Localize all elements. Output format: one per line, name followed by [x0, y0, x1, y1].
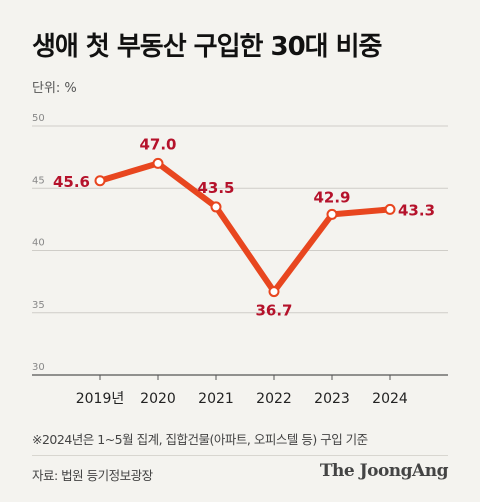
- data-point: [384, 203, 396, 215]
- data-label: 43.5: [197, 179, 234, 197]
- chart-title: 생애 첫 부동산 구입한 30대 비중: [32, 32, 382, 62]
- data-label: 43.3: [398, 201, 435, 219]
- data-point: [326, 208, 338, 220]
- y-tick-label: 50: [32, 113, 45, 124]
- source-text: 자료: 법원 등기정보광장: [32, 468, 153, 483]
- data-label: 36.7: [255, 302, 292, 320]
- x-tick-label: 2021: [198, 391, 234, 407]
- unit-label: 단위: %: [32, 81, 77, 96]
- y-tick-label: 30: [32, 362, 45, 373]
- y-tick-label: 40: [32, 238, 45, 249]
- footer-divider: [32, 455, 448, 456]
- series-line: [97, 160, 393, 295]
- line-chart: 30 35 40 45 50 2019년 2020 2021 2022 2023 2024 45.…: [32, 113, 448, 407]
- data-point: [94, 175, 106, 187]
- x-tick-label: 2023: [314, 391, 350, 407]
- data-point: [268, 286, 280, 298]
- x-tick-label: 2022: [256, 391, 292, 407]
- data-point: [152, 157, 164, 169]
- data-label: 42.9: [313, 188, 350, 206]
- footnote: ※2024년은 1~5월 집계, 집합건물(아파트, 오피스텔 등) 구입 기준: [32, 432, 368, 447]
- y-tick-label: 35: [32, 300, 45, 311]
- x-tick-label: 2019년: [76, 391, 125, 407]
- y-tick-label: 45: [32, 175, 45, 186]
- brand-logo: The JoongAng: [319, 461, 449, 481]
- x-tick-label: 2024: [372, 391, 408, 407]
- data-point: [210, 201, 222, 213]
- data-label: 47.0: [139, 135, 176, 153]
- x-tick-label: 2020: [140, 391, 176, 407]
- data-label: 45.6: [53, 173, 90, 191]
